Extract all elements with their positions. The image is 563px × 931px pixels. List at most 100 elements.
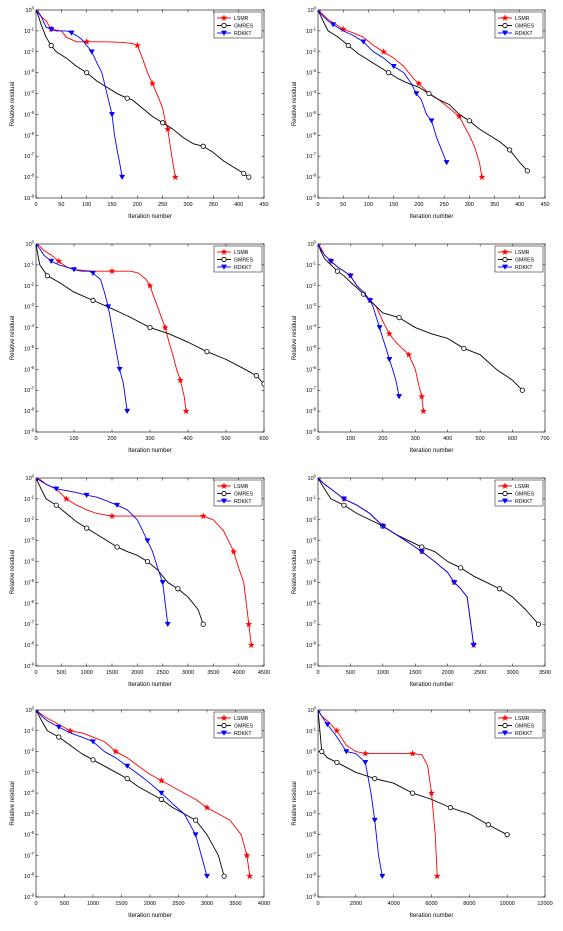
data-point-rdkkt: [318, 10, 320, 13]
x-tick-label: 50: [58, 202, 64, 208]
series-gmres: [318, 478, 542, 627]
x-tick-label: 50: [340, 202, 346, 208]
data-point-rdkkt: [114, 502, 121, 509]
data-point-gmres: [372, 775, 378, 782]
data-point-gmres: [504, 832, 510, 838]
y-tick-label: 10-9: [24, 194, 35, 203]
legend-label: GMRES: [234, 724, 254, 730]
data-point-lsmr: [245, 620, 253, 628]
y-tick-label: 10-2: [306, 747, 317, 756]
data-point-rdkkt: [105, 304, 112, 310]
x-axis-label: Iteration number: [410, 682, 454, 688]
series-gmres: [318, 244, 525, 393]
y-tick-label: 10-4: [306, 557, 317, 566]
data-point-lsmr: [405, 351, 413, 358]
y-tick-label: 10-7: [306, 386, 317, 395]
data-point-gmres: [319, 748, 325, 755]
x-tick-label: 600: [508, 436, 517, 442]
y-tick-label: 10-6: [306, 131, 317, 140]
data-point-lsmr: [419, 407, 427, 415]
data-point-rdkkt: [159, 580, 166, 586]
y-tick-label: 10-1: [306, 26, 317, 35]
legend-marker-rdkkt: [501, 498, 509, 504]
data-point-rdkkt: [470, 642, 477, 648]
x-tick-label: 1000: [81, 670, 93, 676]
data-point-lsmr: [478, 173, 486, 181]
x-tick-label: 150: [107, 202, 116, 208]
x-tick-label: 4500: [258, 670, 270, 676]
y-axis-label: Relative residual: [292, 781, 298, 825]
series-rdkkt: [318, 244, 403, 400]
data-point-gmres: [193, 817, 199, 823]
y-tick-label: 10-2: [306, 281, 317, 290]
legend-label: RDKKT: [234, 499, 252, 505]
y-tick-label: 10-5: [306, 110, 317, 119]
legend-marker-gmres: [502, 490, 508, 497]
data-point-rdkkt: [164, 621, 171, 628]
data-point-rdkkt: [88, 49, 95, 55]
legend-marker-gmres: [221, 722, 227, 729]
data-point-rdkkt: [53, 486, 60, 492]
data-point-lsmr: [108, 267, 116, 275]
legend-label: LSMR: [515, 484, 530, 490]
legend-label: GMRES: [234, 258, 254, 264]
data-point-gmres: [124, 95, 130, 101]
series-line-rdkkt: [318, 710, 383, 877]
legend-label: LSMR: [234, 484, 249, 490]
x-axis-label: Iteration number: [128, 913, 172, 919]
data-point-rdkkt: [330, 22, 337, 28]
data-point-rdkkt: [327, 258, 335, 265]
series-rdkkt: [318, 710, 386, 880]
series-gmres: [36, 478, 206, 627]
y-tick-label: 100: [26, 6, 35, 15]
data-point-rdkkt: [89, 739, 97, 745]
x-tick-label: 0: [316, 901, 319, 907]
y-tick-label: 10-9: [306, 662, 317, 671]
y-tick-label: 10-6: [24, 599, 35, 608]
x-tick-label: 2500: [172, 901, 184, 907]
data-point-rdkkt: [371, 817, 378, 823]
data-point-rdkkt: [318, 244, 320, 247]
x-tick-label: 0: [316, 670, 319, 676]
series-rdkkt: [36, 244, 131, 414]
x-tick-label: 1000: [377, 670, 389, 676]
data-point-rdkkt: [428, 118, 435, 124]
data-point-lsmr: [199, 512, 207, 520]
y-tick-label: 10-4: [306, 323, 317, 332]
y-tick-label: 10-2: [24, 747, 35, 756]
data-point-gmres: [507, 147, 513, 153]
y-axis-label: Relative residual: [10, 82, 16, 126]
data-point-rdkkt: [318, 478, 320, 481]
x-tick-label: 500: [346, 670, 355, 676]
data-point-lsmr: [333, 727, 341, 734]
data-point-lsmr: [415, 79, 423, 87]
y-tick-label: 10-7: [24, 152, 35, 161]
x-tick-label: 0: [34, 436, 37, 442]
series-line-rdkkt: [36, 478, 169, 625]
data-point-rdkkt: [203, 873, 211, 880]
series-line-lsmr: [318, 478, 475, 646]
series-gmres: [36, 244, 264, 387]
data-point-gmres: [535, 621, 542, 627]
series-line-lsmr: [318, 244, 424, 412]
y-tick-label: 10-1: [24, 726, 35, 735]
x-axis-label: Iteration number: [410, 913, 454, 919]
x-axis-label: Iteration number: [128, 682, 172, 688]
x-tick-label: 0: [34, 670, 37, 676]
legend-marker-gmres: [221, 22, 227, 29]
data-point-lsmr: [428, 789, 435, 797]
data-point-lsmr: [246, 872, 254, 880]
legend-label: LSMR: [515, 250, 530, 256]
series-rdkkt: [318, 10, 450, 166]
x-tick-label: 100: [69, 436, 78, 442]
y-tick-label: 10-3: [306, 68, 317, 77]
x-tick-label: 500: [476, 436, 485, 442]
data-point-rdkkt: [451, 580, 458, 586]
y-tick-label: 10-7: [24, 851, 35, 860]
legend-marker-rdkkt: [220, 30, 228, 36]
y-tick-label: 10-9: [306, 893, 317, 902]
x-tick-label: 300: [465, 202, 474, 208]
chart-panel-3: 0 100 200 300 400 500 600 100 10-1 10-2 10-3 10-4 10…: [10, 240, 269, 455]
series-line-rdkkt: [318, 478, 475, 646]
